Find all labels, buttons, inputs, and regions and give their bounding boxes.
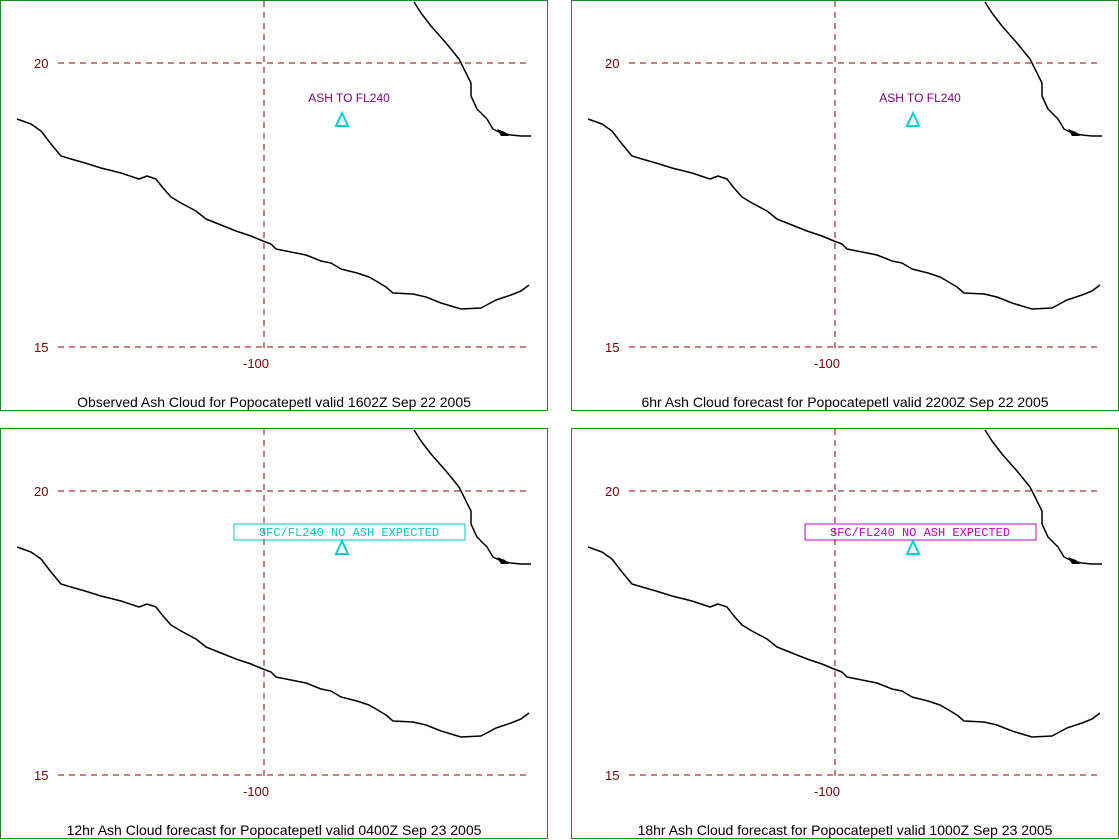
annotation-box <box>233 523 466 541</box>
map-canvas: 20 15 -100 ASH TO FL240 <box>16 1 531 371</box>
ash-annotation-text: SFC/FL240 NO ASH EXPECTED <box>830 526 1010 540</box>
lat-label-20: 20 <box>605 56 619 71</box>
lon-label-minus-100: -100 <box>814 784 840 799</box>
map-canvas: 20 15 -100 SFC/FL240 NO ASH EXPECTED <box>16 429 531 799</box>
lat-label-15: 15 <box>34 768 48 783</box>
map-panel-2: 20 15 -100 ASH TO FL240 6hr Ash Cloud foreca… <box>571 0 1119 411</box>
map-panel-3: 20 15 -100 SFC/FL240 NO ASH EXPECTED 12hr As… <box>0 428 548 839</box>
panel-caption: 18hr Ash Cloud forecast for Popocatepetl… <box>637 822 1053 838</box>
lon-label-minus-100: -100 <box>814 356 840 371</box>
coast-island <box>1068 557 1080 564</box>
pacific-coastline <box>16 118 530 310</box>
gulf-coastline <box>984 429 1102 565</box>
panel-caption: 6hr Ash Cloud forecast for Popocatepetl … <box>641 394 1049 410</box>
volcano-icon <box>905 538 921 555</box>
lat-label-15: 15 <box>34 340 48 355</box>
panel-caption: 12hr Ash Cloud forecast for Popocatepetl… <box>66 822 482 838</box>
map-panel-4: 20 15 -100 SFC/FL240 NO ASH EXPECTED 18hr As… <box>571 428 1119 839</box>
panel-caption: Observed Ash Cloud for Popocatepetl vali… <box>77 394 471 410</box>
coast-island <box>1068 129 1080 136</box>
ash-annotation-text: ASH TO FL240 <box>308 91 390 105</box>
coast-island <box>497 557 509 564</box>
map-canvas: 20 15 -100 SFC/FL240 NO ASH EXPECTED <box>587 429 1102 799</box>
volcano-icon <box>334 538 350 555</box>
volcano-icon <box>334 110 350 127</box>
lat-label-20: 20 <box>605 484 619 499</box>
gulf-coastline <box>413 1 531 137</box>
pacific-coastline <box>587 546 1101 738</box>
pacific-coastline <box>16 546 530 738</box>
pacific-coastline <box>587 118 1101 310</box>
lat-label-15: 15 <box>605 340 619 355</box>
gulf-coastline <box>413 429 531 565</box>
lat-label-15: 15 <box>605 768 619 783</box>
lat-label-20: 20 <box>34 484 48 499</box>
gulf-coastline <box>984 1 1102 137</box>
lat-label-20: 20 <box>34 56 48 71</box>
volcano-icon <box>905 110 921 127</box>
map-panel-1: 20 15 -100 ASH TO FL240 Observed Ash Cloud f… <box>0 0 548 411</box>
ash-annotation-text: SFC/FL240 NO ASH EXPECTED <box>259 526 439 540</box>
ash-annotation-text: ASH TO FL240 <box>879 91 961 105</box>
map-canvas: 20 15 -100 ASH TO FL240 <box>587 1 1102 371</box>
lon-label-minus-100: -100 <box>243 784 269 799</box>
annotation-box <box>804 523 1037 541</box>
lon-label-minus-100: -100 <box>243 356 269 371</box>
coast-island <box>497 129 509 136</box>
